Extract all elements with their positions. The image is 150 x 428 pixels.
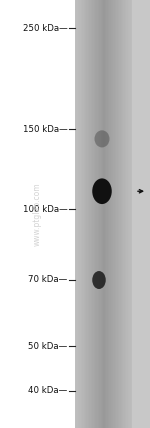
- Bar: [0, 0, 75, 428]
- Bar: [129, 0, 130, 428]
- Bar: [126, 0, 128, 428]
- Bar: [118, 0, 119, 428]
- Bar: [75, 0, 132, 428]
- Bar: [96, 0, 98, 428]
- Bar: [95, 0, 96, 428]
- Bar: [102, 0, 103, 428]
- Bar: [122, 0, 123, 428]
- Ellipse shape: [92, 178, 112, 204]
- Bar: [125, 0, 126, 428]
- Bar: [92, 0, 94, 428]
- Text: www.ptglab.com: www.ptglab.com: [33, 182, 42, 246]
- Bar: [79, 0, 81, 428]
- Bar: [106, 0, 108, 428]
- Bar: [128, 0, 129, 428]
- Bar: [123, 0, 125, 428]
- Bar: [116, 0, 118, 428]
- Bar: [85, 0, 86, 428]
- Ellipse shape: [94, 130, 110, 147]
- Bar: [89, 0, 91, 428]
- Bar: [112, 0, 114, 428]
- Bar: [88, 0, 89, 428]
- Bar: [105, 0, 106, 428]
- Bar: [121, 0, 122, 428]
- Bar: [108, 0, 109, 428]
- Bar: [94, 0, 95, 428]
- Bar: [82, 0, 84, 428]
- Bar: [91, 0, 92, 428]
- Bar: [98, 0, 99, 428]
- Bar: [115, 0, 116, 428]
- Text: 100 kDa—: 100 kDa—: [23, 205, 68, 214]
- Text: 70 kDa—: 70 kDa—: [28, 276, 68, 285]
- Bar: [114, 0, 115, 428]
- Bar: [76, 0, 78, 428]
- Text: 50 kDa—: 50 kDa—: [28, 342, 68, 351]
- Bar: [75, 0, 76, 428]
- Bar: [78, 0, 79, 428]
- Bar: [119, 0, 121, 428]
- Bar: [86, 0, 88, 428]
- Bar: [132, 0, 150, 428]
- Bar: [101, 0, 102, 428]
- Bar: [84, 0, 85, 428]
- Bar: [109, 0, 111, 428]
- Text: 250 kDa—: 250 kDa—: [23, 24, 68, 33]
- Bar: [111, 0, 112, 428]
- Ellipse shape: [92, 271, 106, 289]
- Text: 40 kDa—: 40 kDa—: [28, 386, 68, 395]
- Bar: [131, 0, 132, 428]
- Bar: [103, 0, 105, 428]
- Bar: [99, 0, 101, 428]
- Bar: [81, 0, 82, 428]
- Text: 150 kDa—: 150 kDa—: [23, 125, 68, 134]
